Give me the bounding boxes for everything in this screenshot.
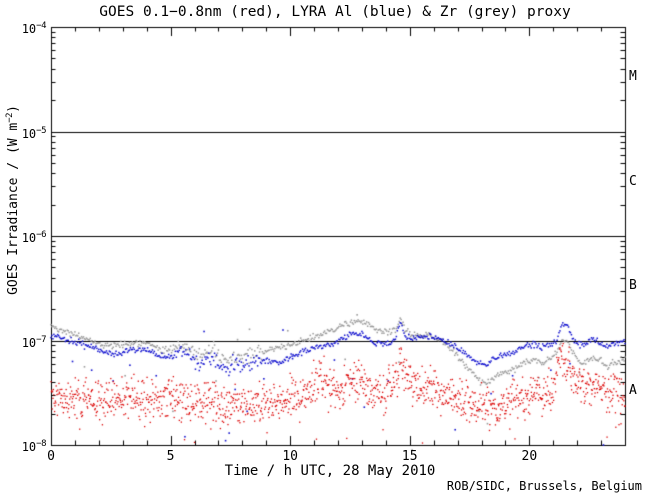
y-axis-label-close: ) [6,105,22,113]
y-tick-label-10e-8: 10−8 [21,439,47,454]
x-tick-label-15: 15 [401,449,418,464]
y-tick-label-10e-6: 10−6 [21,230,47,245]
x-tick-label-5: 5 [166,449,175,464]
y-axis-label-superscript: −2 [4,112,15,123]
x-tick-label-10: 10 [282,449,298,464]
chart-title: GOES 0.1−0.8nm (red), LYRA Al (blue) & Z… [99,4,571,20]
flare-class-label-b: B [629,278,637,294]
flare-class-label-a: A [629,382,637,398]
credit-text: ROB/SIDC, Brussels, Belgium [446,479,642,493]
x-tick-label-0: 0 [47,449,55,464]
flare-class-label-m: M [629,69,637,85]
y-tick-label-10e-4: 10−4 [21,21,47,36]
y-tick-label-10e-5: 10−5 [21,125,47,141]
y-axis-label-text: GOES Irradiance / (W m [6,122,22,295]
y-tick-label-10e-7: 10−7 [21,334,47,350]
x-axis-label: Time / h UTC, 28 May 2010 [224,463,436,479]
x-tick-label-20: 20 [521,449,538,464]
flare-class-label-c: C [629,173,637,189]
